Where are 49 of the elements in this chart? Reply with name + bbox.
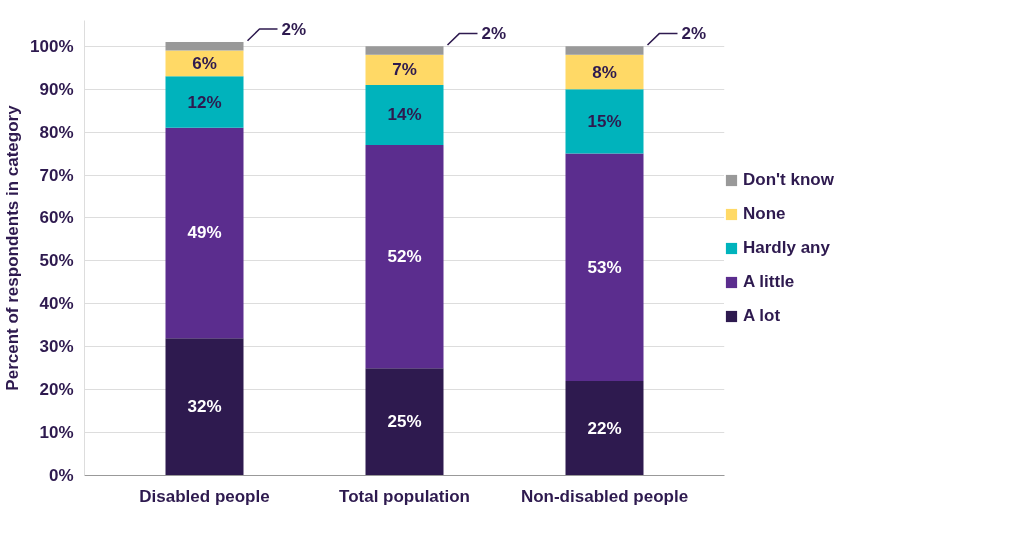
data-label: 25% (387, 412, 422, 432)
y-tick-label: 80% (39, 122, 74, 142)
y-tick-label: 20% (39, 380, 74, 400)
data-label: 32% (187, 397, 222, 417)
data-label: 8% (592, 62, 617, 82)
data-label: 7% (392, 60, 417, 80)
bar (565, 54, 644, 90)
y-tick-label: 90% (39, 79, 74, 99)
bar (165, 76, 244, 128)
data-label: 2% (481, 23, 507, 43)
bar (565, 46, 644, 55)
data-label: 53% (587, 257, 622, 277)
y-axis-title: Percent of respondents in category (3, 104, 23, 391)
x-tick-label: Disabled people (139, 486, 270, 506)
data-label: 49% (187, 223, 222, 243)
y-tick-label: 0% (48, 466, 74, 485)
data-label: 15% (587, 111, 622, 131)
x-tick-label: Non-disabled people (520, 486, 689, 506)
data-label: 14% (387, 105, 422, 125)
data-label: 22% (587, 418, 622, 438)
bar (565, 89, 644, 154)
bar (365, 54, 444, 85)
legend-label: A little (743, 271, 795, 292)
y-tick-label: 50% (39, 251, 74, 271)
legend-label: A lot (743, 305, 781, 326)
legend-label: None (743, 203, 786, 224)
bar (165, 41, 244, 51)
y-tick-label: 30% (39, 337, 74, 357)
y-tick-label: 60% (39, 208, 74, 228)
data-label: 6% (192, 53, 217, 73)
bar (365, 84, 444, 145)
x-tick-label: Total population (339, 486, 470, 506)
bar (365, 368, 444, 476)
legend-label: Hardly any (743, 237, 830, 258)
bar (365, 46, 444, 55)
legend-label: Don't know (743, 169, 834, 190)
bar (365, 144, 444, 369)
data-label: 2% (681, 23, 707, 43)
data-label: 52% (387, 247, 422, 267)
bar (565, 381, 644, 476)
bar (565, 153, 644, 382)
y-tick-label: 40% (39, 294, 74, 314)
data-label: 12% (187, 92, 222, 112)
bar (165, 127, 244, 339)
bar (165, 338, 244, 476)
y-tick-label: 70% (39, 165, 74, 185)
data-label: 2% (281, 19, 307, 39)
y-tick-label: 10% (39, 423, 74, 443)
y-tick-label: 100% (30, 36, 74, 56)
